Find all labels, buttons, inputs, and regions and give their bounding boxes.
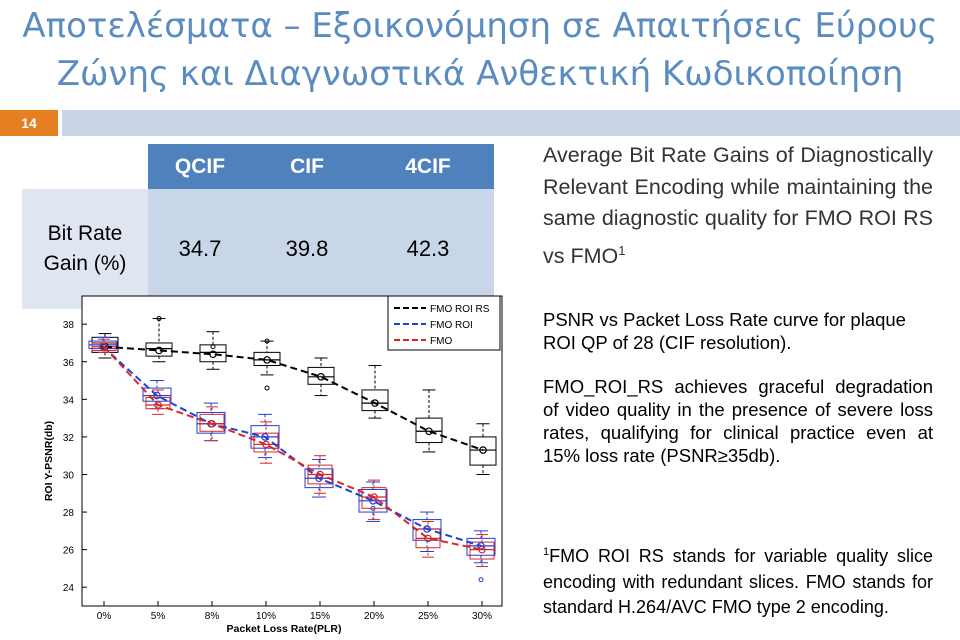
y-tick-label: 28 (63, 508, 75, 519)
achieves-paragraph: FMO_ROI_RS achieves graceful degradation… (543, 376, 933, 466)
series-point-2 (424, 534, 432, 543)
series-point-2 (262, 440, 270, 449)
gains-paragraph: Average Bit Rate Gains of Diagnostically… (543, 140, 933, 272)
title-line-2: Ζώνης και Διαγνωστικά Ανθεκτική Κωδικοπο… (56, 54, 904, 94)
box (469, 541, 495, 560)
bit-rate-gain-table: QCIF CIF 4CIF Bit Rate Gain (%) 34.7 39.… (22, 144, 494, 309)
x-tick-label: 15% (310, 611, 330, 622)
series-line-0 (104, 345, 484, 452)
series-point-1 (153, 391, 161, 400)
series-point-0 (371, 399, 379, 407)
box (145, 342, 173, 357)
y-tick-label: 26 (63, 546, 75, 557)
series-point-1 (423, 525, 431, 533)
footnote-text: FMO ROI RS stands for variable quality s… (543, 546, 933, 617)
footnote-marker: 1 (543, 546, 550, 558)
x-axis-label: Packet Loss Rate(PLR) (227, 623, 342, 635)
series-point-2 (370, 493, 378, 501)
box (307, 366, 335, 385)
series-point-2 (100, 342, 108, 351)
series-point-0 (263, 356, 271, 364)
series-point-2 (154, 401, 162, 409)
table-corner-cell (22, 144, 148, 189)
x-tick-label: 10% (256, 611, 276, 622)
box (469, 436, 497, 466)
table-header-cif: CIF (252, 144, 362, 189)
series-point-0 (209, 350, 217, 359)
box (361, 487, 387, 509)
box (199, 413, 225, 432)
chart-caption: PSNR vs Packet Loss Rate curve for plaqu… (543, 309, 906, 353)
y-tick-label: 38 (63, 320, 75, 331)
table-header-4cif: 4CIF (362, 144, 494, 189)
x-tick-label: 0% (97, 611, 112, 622)
table-value-qcif: 34.7 (148, 189, 252, 309)
header-band (62, 110, 960, 136)
outlier-point (210, 344, 216, 350)
series-point-0 (155, 346, 163, 355)
legend-label-1: FMO ROI (430, 320, 473, 331)
x-tick-label: 5% (151, 611, 166, 622)
slide-title: Αποτελέσματα – Εξοικονόμηση σε Απαιτήσει… (0, 2, 960, 98)
outlier-point (264, 385, 270, 391)
series-point-0 (479, 446, 487, 454)
y-tick-label: 36 (63, 358, 75, 369)
legend-label-2: FMO (430, 336, 452, 347)
legend-label-0: FMO ROI RS (430, 304, 490, 315)
box (253, 432, 279, 453)
box (196, 411, 226, 434)
series-point-0 (317, 372, 325, 381)
box (361, 389, 389, 412)
row-label-line-2: Gain (%) (43, 252, 127, 275)
series-point-2 (316, 470, 324, 479)
outlier-point (264, 338, 270, 344)
x-tick-label: 25% (418, 611, 438, 622)
title-line-1: Αποτελέσματα – Εξοικονόμηση σε Απαιτήσει… (22, 6, 938, 46)
x-tick-label: 30% (472, 611, 492, 622)
y-tick-label: 24 (63, 583, 75, 594)
psnr-vs-plr-chart: 24 26 28 30 32 34 36 38 0% 5% 8% 10% 15% 20% 25% 30% Pac… (43, 295, 503, 635)
gains-footnote-marker: 1 (618, 242, 626, 258)
series-point-2 (208, 419, 216, 428)
table-value-4cif: 42.3 (362, 189, 494, 309)
table-row-label: Bit Rate Gain (%) (22, 189, 148, 309)
x-tick-label: 8% (205, 611, 220, 622)
series-point-2 (478, 545, 486, 554)
series-point-1 (477, 542, 485, 550)
footnote: 1FMO ROI RS stands for variable quality … (543, 540, 933, 621)
series-line-1 (102, 345, 482, 547)
series-point-0 (425, 427, 433, 436)
row-label-line-1: Bit Rate (47, 222, 123, 245)
series-line-2 (103, 346, 483, 551)
y-tick-label: 30 (63, 470, 75, 481)
y-axis-label: ROI Y-PSNR(db) (43, 421, 55, 501)
outlier-point (478, 577, 484, 583)
series-point-1 (261, 433, 269, 441)
table-value-cif: 39.8 (252, 189, 362, 309)
gains-text: Average Bit Rate Gains of Diagnostically… (543, 143, 933, 268)
box (415, 417, 443, 444)
box (412, 519, 442, 541)
slide-number: 14 (0, 110, 58, 136)
table-header-qcif: QCIF (148, 144, 252, 189)
x-tick-label: 20% (364, 611, 384, 622)
box (142, 387, 172, 402)
y-tick-label: 34 (63, 395, 75, 406)
y-tick-label: 32 (63, 433, 75, 444)
outlier-point (156, 316, 162, 322)
